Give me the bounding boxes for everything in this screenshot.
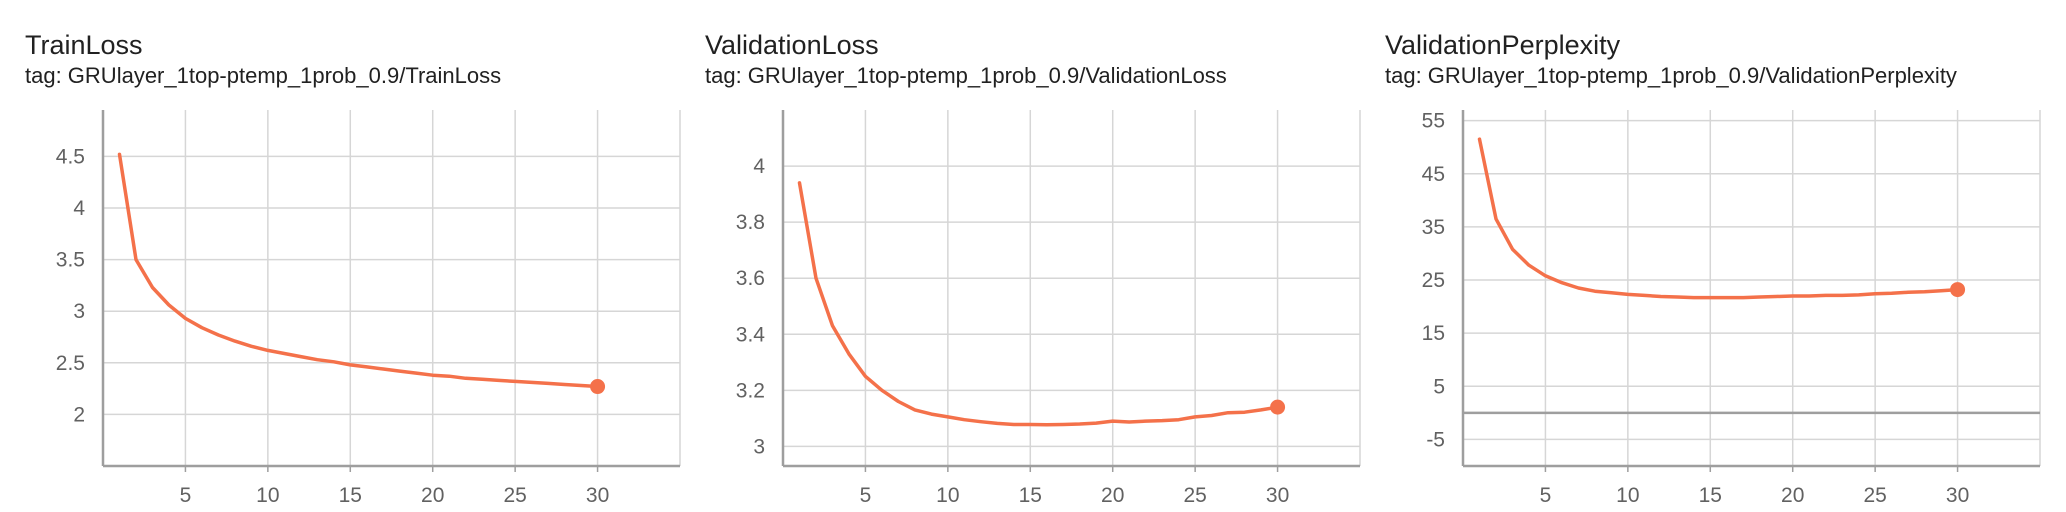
series-line[interactable]: [117, 152, 600, 389]
chart-title: ValidationPerplexity: [1385, 30, 1621, 60]
y-tick-label: 3.4: [736, 323, 766, 346]
y-tick-label: -5: [1426, 428, 1445, 451]
y-tick-label: 3: [73, 300, 85, 323]
x-tick-label: 20: [1101, 484, 1124, 507]
y-tick-label: 25: [1422, 269, 1445, 292]
x-tick-label: 25: [1183, 484, 1206, 507]
x-tick-label: 25: [1863, 484, 1886, 507]
y-tick-label: 15: [1422, 322, 1445, 345]
y-tick-label: 4.5: [56, 145, 85, 168]
chart-subtitle: tag: GRUlayer_1top-ptemp_1prob_0.9/Train…: [25, 63, 502, 88]
chart-title: ValidationLoss: [705, 30, 879, 60]
x-tick-label: 15: [339, 484, 362, 507]
chart-panel-train-loss: TrainLoss tag: GRUlayer_1top-ptemp_1prob…: [0, 0, 681, 512]
y-tick-label: 2.5: [56, 352, 85, 375]
y-tick-label: 4: [753, 155, 765, 178]
x-tick-label: 5: [180, 484, 192, 507]
y-tick-label: 45: [1422, 163, 1445, 186]
y-tick-label: 3.8: [736, 211, 765, 234]
y-tick-label: 3.6: [736, 267, 765, 290]
y-tick-label: 2: [73, 403, 85, 426]
y-tick-label: 5: [1433, 375, 1445, 398]
chart-plot-train-loss[interactable]: 2 2.5 3 3.5 4 4.5 5 10 15 20 25 30: [0, 0, 681, 512]
chart-title: TrainLoss: [25, 30, 143, 60]
x-tick-label: 5: [860, 484, 872, 507]
y-tick-label: 55: [1422, 110, 1445, 133]
last-point-marker[interactable]: [1270, 399, 1286, 415]
x-tick-label: 10: [256, 484, 279, 507]
x-tick-label: 30: [586, 484, 609, 507]
x-tick-label: 10: [936, 484, 959, 507]
x-tick-label: 20: [1781, 484, 1804, 507]
y-tick-label: 3.5: [56, 249, 85, 272]
chart-panel-validation-loss: ValidationLoss tag: GRUlayer_1top-ptemp_…: [680, 0, 1361, 512]
x-tick-label: 30: [1266, 484, 1289, 507]
chart-plot-validation-loss[interactable]: 3 3.2 3.4 3.6 3.8 4 5 10 15 20 25 30: [680, 0, 1361, 512]
y-tick-label: 4: [73, 197, 85, 220]
chart-panel-validation-perplexity: ValidationPerplexity tag: GRUlayer_1top-…: [1360, 0, 2041, 512]
x-tick-label: 25: [503, 484, 526, 507]
chart-subtitle: tag: GRUlayer_1top-ptemp_1prob_0.9/Valid…: [705, 63, 1227, 88]
last-point-marker[interactable]: [590, 379, 606, 395]
y-tick-label: 3.2: [736, 379, 765, 402]
y-tick-label: 3: [753, 435, 765, 458]
y-tick-label: 35: [1422, 216, 1445, 239]
x-tick-label: 15: [1019, 484, 1042, 507]
x-tick-label: 5: [1540, 484, 1552, 507]
x-tick-label: 15: [1699, 484, 1722, 507]
x-tick-label: 30: [1946, 484, 1969, 507]
x-tick-label: 10: [1616, 484, 1639, 507]
chart-subtitle: tag: GRUlayer_1top-ptemp_1prob_0.9/Valid…: [1385, 63, 1957, 88]
last-point-marker[interactable]: [1950, 282, 1966, 298]
series-line[interactable]: [1477, 137, 1960, 300]
series-line[interactable]: [797, 181, 1280, 427]
x-tick-label: 20: [421, 484, 444, 507]
